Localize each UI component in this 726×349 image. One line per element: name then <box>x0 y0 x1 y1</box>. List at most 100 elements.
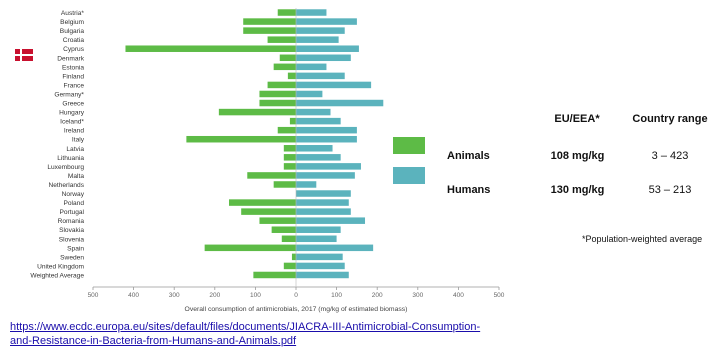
bar-humans <box>296 72 345 80</box>
bar-animals <box>273 181 296 188</box>
category-label: Portugal <box>59 209 84 216</box>
category-label: Iceland* <box>60 119 84 126</box>
category-label: Poland <box>63 200 84 207</box>
bar-humans <box>296 217 366 224</box>
category-label: United Kingdom <box>37 263 84 270</box>
bar-humans <box>296 226 341 233</box>
category-label: Netherlands <box>48 182 84 189</box>
x-tick-label: 500 <box>88 292 99 299</box>
source-link[interactable]: https://www.ecdc.europa.eu/sites/default… <box>10 320 530 348</box>
category-label: Austria* <box>61 10 85 17</box>
bar-humans <box>296 244 374 252</box>
category-label: Finland <box>62 73 84 80</box>
table-animals-value: 108 mg/kg <box>550 150 605 162</box>
category-label: Bulgaria <box>60 28 85 35</box>
bar-animals <box>273 63 296 71</box>
x-tick-label: 300 <box>169 292 180 299</box>
category-label: Latvia <box>66 146 84 153</box>
category-label: Hungary <box>59 110 85 117</box>
bar-humans <box>296 27 345 34</box>
bar-humans <box>296 45 359 52</box>
category-label: France <box>63 82 84 89</box>
bar-animals <box>243 18 296 25</box>
bar-animals <box>259 90 296 98</box>
x-tick-label: 300 <box>412 292 423 299</box>
category-label: Greece <box>62 101 84 108</box>
bar-animals <box>283 262 296 270</box>
category-label: Denmark <box>57 55 84 62</box>
bar-humans <box>296 208 351 215</box>
bar-humans <box>296 63 327 71</box>
bar-animals <box>283 154 296 161</box>
bar-humans <box>296 154 341 161</box>
legend-label-animals: Animals <box>447 150 490 162</box>
bar-humans <box>296 262 345 270</box>
bar-animals <box>291 253 296 261</box>
category-label: Slovenia <box>59 236 85 243</box>
category-label: Estonia <box>62 64 84 71</box>
bar-animals <box>267 81 296 89</box>
x-tick-label: 100 <box>331 292 342 299</box>
category-label: Luxembourg <box>47 164 84 171</box>
category-label: Croatia <box>63 37 85 44</box>
bar-animals <box>229 199 296 206</box>
bar-humans <box>296 235 337 243</box>
category-label: Lithuania <box>57 155 84 162</box>
x-tick-label: 0 <box>294 292 298 299</box>
category-label: Sweden <box>60 254 84 261</box>
x-tick-label: 100 <box>250 292 261 299</box>
bar-animals <box>204 244 296 252</box>
bar-animals <box>259 217 296 224</box>
table-animals-range: 3 – 423 <box>651 150 689 162</box>
bar-humans <box>296 163 361 170</box>
x-tick-label: 200 <box>209 292 220 299</box>
bar-humans <box>296 90 323 98</box>
x-tick-label: 400 <box>128 292 139 299</box>
legend-swatch-humans <box>393 167 425 184</box>
footnote: *Population-weighted average <box>582 234 703 244</box>
category-label: Malta <box>68 173 84 180</box>
denmark-flag-icon <box>15 49 33 61</box>
category-label: Slovakia <box>59 227 84 234</box>
bar-humans <box>296 36 339 43</box>
bar-animals <box>287 72 296 80</box>
bar-animals <box>281 235 296 243</box>
bar-animals <box>125 45 296 52</box>
bar-humans <box>296 108 331 116</box>
bar-animals <box>271 226 296 233</box>
bar-animals <box>289 117 296 125</box>
bar-humans <box>296 199 349 206</box>
bar-animals <box>247 172 296 179</box>
bar-animals <box>277 9 296 16</box>
table-header-eu: EU/EEA* <box>554 113 600 125</box>
category-label: Spain <box>67 245 84 252</box>
bar-humans <box>296 271 349 279</box>
category-label: Norway <box>62 191 85 198</box>
source-link-line1[interactable]: https://www.ecdc.europa.eu/sites/default… <box>10 321 481 333</box>
bar-animals <box>283 145 296 152</box>
bar-humans <box>296 145 333 152</box>
bar-animals <box>279 54 296 62</box>
category-label: Weighted Average <box>30 272 84 279</box>
table-humans-value: 130 mg/kg <box>550 184 605 196</box>
bar-animals <box>277 126 296 134</box>
x-tick-label: 200 <box>372 292 383 299</box>
bar-humans <box>296 126 357 134</box>
legend-swatch-animals <box>393 137 425 154</box>
bar-humans <box>296 190 351 197</box>
category-label: Italy <box>72 137 85 144</box>
source-link-line2[interactable]: and-Resistance-in-Bacteria-from-Humans-a… <box>10 335 297 347</box>
table-humans-range: 53 – 213 <box>648 184 692 196</box>
bar-animals <box>267 36 296 43</box>
category-label: Cyprus <box>63 46 85 53</box>
bar-animals <box>259 99 296 107</box>
bar-animals <box>253 271 296 279</box>
bar-humans <box>296 181 317 188</box>
x-axis-label: Overall consumption of antimicrobials, 2… <box>185 306 408 313</box>
bar-humans <box>296 135 357 143</box>
bar-animals <box>186 135 296 143</box>
bar-animals <box>241 208 296 215</box>
bar-humans <box>296 117 341 125</box>
bar-humans <box>296 99 384 107</box>
bar-animals <box>218 108 296 116</box>
